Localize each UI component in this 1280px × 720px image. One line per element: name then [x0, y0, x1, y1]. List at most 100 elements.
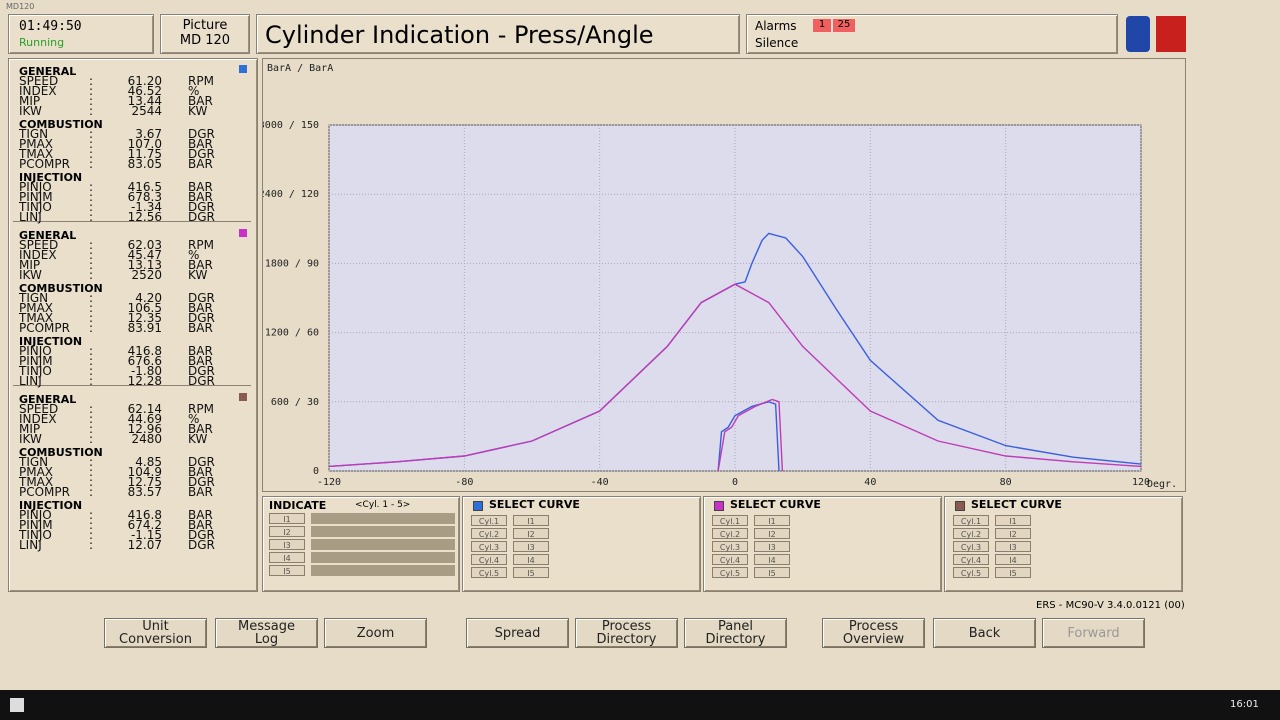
indicate-select-button[interactable]: I1: [995, 515, 1031, 526]
parameter-label: INDEX: [19, 412, 57, 426]
parameter-unit: DGR: [188, 291, 215, 305]
separator: :: [89, 190, 94, 204]
parameter-value: 46.52: [127, 84, 162, 98]
parameter-label: TMAX: [19, 475, 54, 489]
parameter-label: INDEX: [19, 248, 57, 262]
indicate-bar: [311, 552, 455, 563]
indicate-select-button[interactable]: I2: [513, 528, 549, 539]
parameter-value: 676.6: [127, 354, 162, 368]
separator: :: [89, 508, 94, 522]
parameter-unit: DGR: [188, 364, 215, 378]
x-tick-label: 120: [1132, 477, 1150, 488]
parameter-label: TIGN: [19, 455, 49, 469]
cylinder-button[interactable]: Cyl.1: [712, 515, 748, 526]
indicate-select-button[interactable]: I3: [513, 541, 549, 552]
nav-button[interactable]: Unit Conversion: [104, 618, 207, 648]
indicate-button[interactable]: I5: [269, 565, 305, 576]
separator: :: [89, 344, 94, 358]
parameter-unit: BAR: [188, 508, 213, 522]
cylinder-button[interactable]: Cyl.2: [471, 528, 507, 539]
cylinder-button[interactable]: Cyl.4: [712, 554, 748, 565]
parameter-unit: DGR: [188, 475, 215, 489]
indicate-bar: [311, 513, 455, 524]
nav-button[interactable]: Process Overview: [822, 618, 925, 648]
parameter-value: 4.85: [135, 455, 162, 469]
parameter-label: PCOMPR: [19, 157, 70, 171]
indicate-select-button[interactable]: I1: [754, 515, 790, 526]
parameter-unit: BAR: [188, 94, 213, 108]
indicate-button[interactable]: I2: [269, 526, 305, 537]
nav-button[interactable]: Forward: [1042, 618, 1145, 648]
parameter-row: TIGN: 4.85 DGR: [19, 455, 249, 469]
separator: :: [89, 475, 94, 489]
nav-button[interactable]: Zoom: [324, 618, 427, 648]
x-tick-label: 40: [864, 477, 876, 488]
parameter-value: 83.05: [127, 157, 162, 171]
indicate-select-button[interactable]: I2: [995, 528, 1031, 539]
parameter-row: PINJM: 678.3 BAR: [19, 190, 249, 204]
parameter-unit: BAR: [188, 258, 213, 272]
indicate-select-button[interactable]: I1: [513, 515, 549, 526]
indicate-select-button[interactable]: I2: [754, 528, 790, 539]
parameter-value: 12.75: [127, 475, 162, 489]
parameter-value: -1.15: [130, 528, 162, 542]
taskbar: 16:01: [0, 690, 1280, 720]
parameter-value: 2544: [131, 104, 162, 118]
nav-button[interactable]: Back: [933, 618, 1036, 648]
cylinder-button[interactable]: Cyl.1: [471, 515, 507, 526]
indicate-select-button[interactable]: I3: [995, 541, 1031, 552]
x-tick-label: -120: [317, 477, 341, 488]
title-box: Cylinder Indication - Press/Angle: [256, 14, 740, 54]
parameter-value: 2480: [131, 432, 162, 446]
parameter-label: PINJM: [19, 354, 53, 368]
indicate-range: <Cyl. 1 - 5>: [355, 500, 411, 510]
parameter-label: PMAX: [19, 137, 54, 151]
nav-button[interactable]: Process Directory: [575, 618, 678, 648]
help-icon[interactable]: [1126, 16, 1150, 52]
cylinder-button[interactable]: Cyl.2: [953, 528, 989, 539]
cylinder-button[interactable]: Cyl.4: [471, 554, 507, 565]
nav-button[interactable]: Panel Directory: [684, 618, 787, 648]
parameter-label: PINJM: [19, 518, 53, 532]
indicate-select-button[interactable]: I5: [995, 567, 1031, 578]
parameter-value: 11.75: [127, 147, 162, 161]
indicate-button[interactable]: I3: [269, 539, 305, 550]
cylinder-button[interactable]: Cyl.5: [953, 567, 989, 578]
indicate-select-button[interactable]: I4: [513, 554, 549, 565]
parameter-label: TINJO: [19, 200, 52, 214]
indicate-select-button[interactable]: I5: [754, 567, 790, 578]
indicate-button[interactable]: I4: [269, 552, 305, 563]
indicate-select-button[interactable]: I4: [995, 554, 1031, 565]
indicate-select-button[interactable]: I5: [513, 567, 549, 578]
cylinder-button[interactable]: Cyl.3: [953, 541, 989, 552]
cylinder-button[interactable]: Cyl.5: [471, 567, 507, 578]
parameter-unit: %: [188, 412, 200, 426]
parameter-row: SPEED: 62.14 RPM: [19, 403, 249, 415]
status: Running: [19, 36, 65, 49]
parameter-label: PMAX: [19, 465, 54, 479]
cylinder-button[interactable]: Cyl.3: [712, 541, 748, 552]
parameter-label: MIP: [19, 422, 41, 436]
nav-button[interactable]: Spread: [466, 618, 569, 648]
indicate-button[interactable]: I1: [269, 513, 305, 524]
cylinder-button[interactable]: Cyl.4: [953, 554, 989, 565]
start-icon[interactable]: [10, 698, 24, 712]
parameter-row: TMAX: 11.75 DGR: [19, 147, 249, 161]
parameter-value: 674.2: [127, 518, 162, 532]
separator: :: [89, 94, 94, 108]
nav-button[interactable]: Message Log: [215, 618, 318, 648]
cylinder-button[interactable]: Cyl.2: [712, 528, 748, 539]
separator: :: [89, 74, 94, 88]
cylinder-button[interactable]: Cyl.1: [953, 515, 989, 526]
cylinder-button[interactable]: Cyl.3: [471, 541, 507, 552]
indicate-select-button[interactable]: I4: [754, 554, 790, 565]
separator: :: [89, 422, 94, 436]
cylinder-button[interactable]: Cyl.5: [712, 567, 748, 578]
select-title: SELECT CURVE: [730, 498, 821, 511]
x-tick-label: 0: [732, 477, 738, 488]
parameter-label: IKW: [19, 268, 42, 282]
indicate-select-button[interactable]: I3: [754, 541, 790, 552]
parameter-label: LINJ: [19, 538, 42, 552]
alarm-count: 1: [813, 19, 831, 32]
